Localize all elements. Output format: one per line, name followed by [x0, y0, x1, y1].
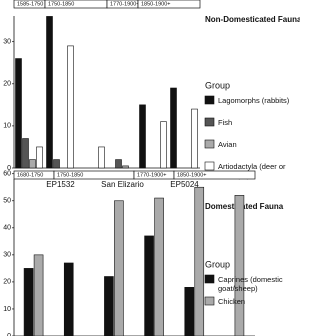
legend-swatch [204, 117, 215, 127]
period-label: 1750-1850 [48, 1, 74, 7]
bar [114, 200, 124, 336]
y-tick-label: 30 [3, 252, 11, 259]
bar [115, 159, 122, 169]
legend-swatch [204, 296, 215, 306]
y-tick-label: 60 [3, 171, 11, 178]
legend-label: Fish [218, 118, 233, 127]
bar [53, 159, 60, 169]
bar [170, 87, 177, 169]
chart: 1585-1750 1750-1850 1770-1900+ 1850-1900+01… [3, 0, 300, 336]
period-label: 1850-1900+ [177, 172, 207, 178]
bar [139, 104, 146, 169]
y-tick-label: 0 [7, 333, 11, 336]
x-tick-label: San Elizario [101, 180, 144, 189]
period-label: 1850-1900+ [141, 1, 171, 7]
bar [63, 262, 74, 336]
bar [234, 195, 245, 336]
period-label: 1585-1750 [17, 1, 43, 7]
bar [29, 159, 36, 169]
legend-swatch [204, 95, 215, 105]
bar [98, 146, 105, 169]
period-box [137, 0, 201, 9]
period-label: 1750-1850 [57, 172, 83, 178]
legend-entry: Fish [218, 118, 233, 127]
bar [122, 165, 129, 169]
legend-swatch [204, 274, 215, 284]
bar [184, 287, 195, 336]
bar [46, 16, 53, 169]
bar [154, 197, 164, 336]
legend-title: Group [205, 259, 230, 269]
legend-swatch [204, 139, 215, 149]
y-tick-label: 50 [3, 198, 11, 205]
period-label: 1770-1900+ [137, 172, 167, 178]
y-tick-label: 40 [3, 225, 11, 232]
legend-label: Avian [218, 140, 237, 149]
legend-entry: Lagomorphs (rabbits) [218, 96, 290, 105]
legend-entry: Chicken [218, 297, 246, 306]
bar [33, 254, 44, 336]
bar [15, 58, 22, 169]
legend-label: Chicken [218, 297, 246, 306]
bar [23, 268, 34, 336]
y-tick-label: 30 [3, 39, 11, 46]
bar [144, 235, 154, 336]
y-tick-label: 0 [7, 165, 11, 172]
x-tick-label: EP5024 [170, 180, 199, 189]
bar [104, 276, 114, 336]
y-tick-label: 20 [3, 81, 11, 88]
x-tick-label: EP1532 [46, 180, 75, 189]
y-tick-label: 20 [3, 279, 11, 286]
y-tick-label: 10 [3, 123, 11, 130]
legend-title: Group [205, 80, 230, 90]
legend-swatch [204, 161, 215, 171]
period-label: 1770-1900+ [110, 1, 140, 7]
bar [194, 186, 205, 336]
bar [160, 121, 167, 169]
legend-entry: Avian [218, 140, 237, 149]
chart-title: Non-Domesticated Fauna [205, 15, 300, 24]
legend-label: Caprines (domestic goat/sheep) [218, 275, 283, 293]
chart-title: Domesticated Fauna [205, 202, 284, 211]
bar [67, 45, 74, 169]
bar [22, 138, 29, 169]
legend-label: Lagomorphs (rabbits) [218, 96, 290, 105]
period-box [173, 170, 256, 180]
legend-entry: Caprines (domestic goat/sheep) [218, 275, 283, 293]
bar [36, 146, 43, 169]
period-label: 1680-1750 [17, 172, 43, 178]
bar [191, 108, 198, 169]
y-tick-label: 10 [3, 306, 11, 313]
